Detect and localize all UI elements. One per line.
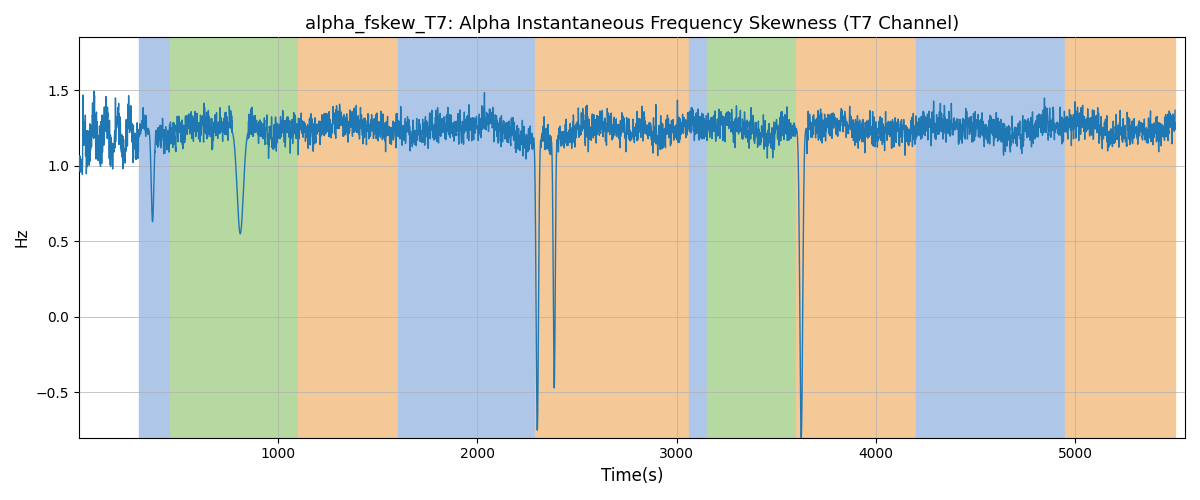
Title: alpha_fskew_T7: Alpha Instantaneous Frequency Skewness (T7 Channel): alpha_fskew_T7: Alpha Instantaneous Freq…	[305, 15, 959, 34]
Bar	[170, 38, 298, 438]
Bar	[298, 38, 397, 438]
Bar	[689, 38, 707, 438]
Bar	[916, 38, 1066, 438]
Bar	[707, 38, 797, 438]
Bar	[138, 38, 170, 438]
Bar	[535, 38, 689, 438]
Y-axis label: Hz: Hz	[14, 228, 30, 248]
Bar	[397, 38, 535, 438]
X-axis label: Time(s): Time(s)	[601, 467, 664, 485]
Bar	[797, 38, 916, 438]
Bar	[1066, 38, 1175, 438]
